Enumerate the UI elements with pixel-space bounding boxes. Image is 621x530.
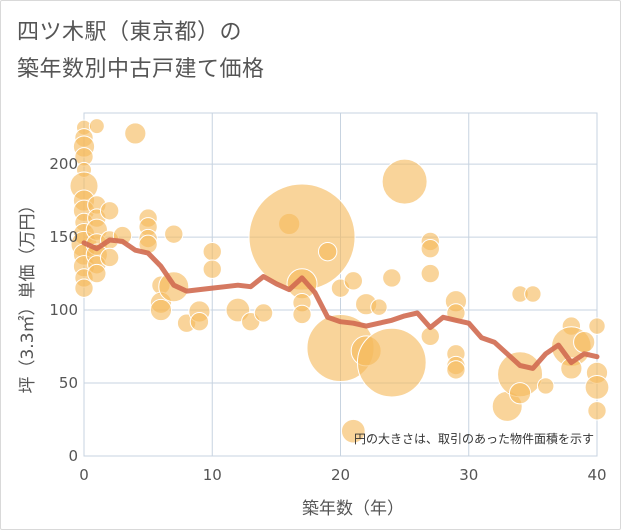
bubble-point	[149, 298, 173, 322]
trend-line	[81, 237, 600, 371]
bubble-point	[202, 259, 222, 279]
bubble-point	[584, 375, 610, 400]
y-tick-label: 100	[49, 301, 78, 319]
bubble-point	[189, 312, 210, 332]
bubble-point	[253, 303, 274, 323]
bubble-point	[587, 401, 607, 421]
chart-title-line2: 築年数別中古戸建て価格	[17, 57, 265, 82]
x-tick-label: 20	[331, 466, 350, 484]
bubble-point	[573, 331, 596, 354]
bubble-point	[560, 357, 583, 380]
chart-title-line1: 四ツ木駅（東京都）の	[17, 20, 243, 45]
bubble-point	[343, 271, 364, 291]
bubble-point	[508, 382, 532, 405]
bubble-point	[317, 241, 338, 262]
bubble-point	[420, 263, 440, 284]
bubble-point	[74, 278, 94, 298]
bubble-series	[69, 118, 610, 444]
bubble-point	[88, 118, 105, 135]
x-tick-label: 40	[587, 466, 606, 484]
bubble-point	[536, 377, 555, 395]
y-tick-label: 0	[68, 447, 78, 465]
bubble-point	[524, 285, 542, 303]
y-axis-label: 坪（3.3㎡）単価（万円）	[18, 196, 38, 393]
size-annotation: 円の大きさは、取引のあった物件面積を示す	[354, 431, 594, 446]
y-tick-label: 150	[49, 228, 78, 246]
bubble-point	[99, 201, 120, 221]
bubble-point	[381, 158, 428, 205]
bubble-point	[356, 327, 427, 398]
y-tick-label: 200	[49, 155, 78, 173]
x-tick-label: 10	[203, 466, 222, 484]
bubble-point	[588, 317, 606, 335]
bubble-point	[202, 241, 222, 262]
bubble-point	[420, 239, 440, 259]
bubble-point	[164, 224, 184, 244]
bubble-point	[446, 360, 466, 380]
x-axis-label: 築年数（年）	[302, 499, 404, 519]
bubble-point	[124, 122, 147, 145]
bubble-point	[87, 263, 107, 284]
bubble-point	[370, 298, 388, 316]
y-tick-label: 50	[59, 374, 78, 392]
bubble-point	[340, 418, 366, 444]
bubble-point	[382, 268, 402, 288]
bubble-point	[292, 304, 312, 325]
axis-ticks: 0 10 20 30 40 0 50 100 150 200	[49, 155, 606, 484]
x-tick-label: 30	[459, 466, 478, 484]
bubble-point	[99, 247, 120, 268]
x-tick-label: 0	[79, 466, 89, 484]
